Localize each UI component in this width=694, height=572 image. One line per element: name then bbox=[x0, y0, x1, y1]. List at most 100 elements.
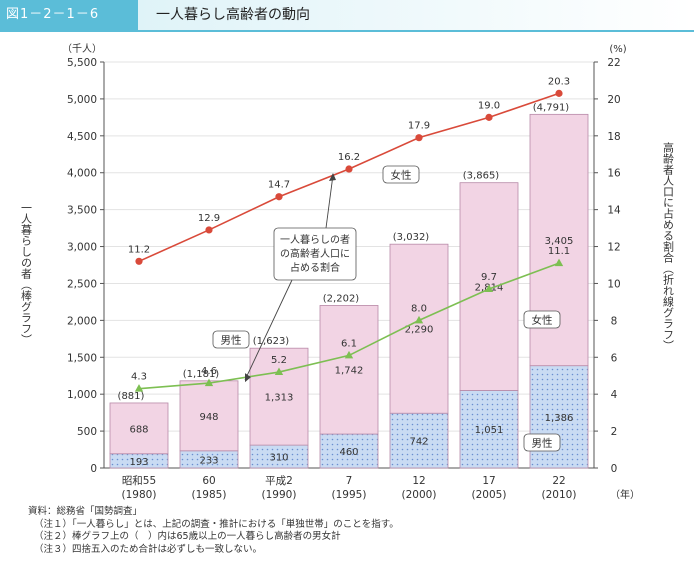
line-female-value: 11.2 bbox=[128, 244, 150, 255]
right-tick-label: 14 bbox=[607, 205, 621, 217]
x-tick-label-year: (1985) bbox=[192, 489, 227, 501]
bar-total-label: (4,791) bbox=[533, 102, 570, 113]
line-female-point bbox=[485, 113, 493, 121]
line-male-point bbox=[414, 315, 424, 324]
bar-male-value: 1,386 bbox=[545, 413, 574, 424]
bar-female bbox=[109, 402, 169, 455]
x-tick-label-year: (2000) bbox=[402, 489, 437, 501]
line-male-tag: 男性 bbox=[221, 334, 242, 347]
bar-female-value: 948 bbox=[199, 412, 218, 423]
bar-female bbox=[319, 305, 379, 435]
bar-male-value: 193 bbox=[129, 457, 148, 468]
bar-female-tag: 女性 bbox=[532, 314, 553, 327]
x-tick-label-year: (1995) bbox=[332, 489, 367, 501]
line-female-point bbox=[345, 165, 353, 173]
bar-female-value: 1,313 bbox=[265, 393, 294, 404]
x-tick-label-year: (1990) bbox=[262, 489, 297, 501]
figure-number: 図1－2－1－6 bbox=[0, 0, 138, 30]
line-female-point bbox=[135, 257, 143, 265]
line-male-value: 6.1 bbox=[341, 338, 357, 349]
bar-male-tag-box bbox=[523, 433, 561, 452]
x-tick-label-year: (2010) bbox=[542, 489, 577, 501]
right-tick-label: 18 bbox=[607, 131, 620, 143]
line-male-point bbox=[274, 367, 284, 376]
bar-female-value: 3,405 bbox=[545, 236, 574, 247]
right-tick-label: 6 bbox=[611, 352, 618, 364]
line-male-value: 5.2 bbox=[271, 355, 287, 366]
figure-title: 一人暮らし高齢者の動向 bbox=[138, 0, 694, 30]
line-male-value: 8.0 bbox=[411, 303, 427, 314]
line-male-point bbox=[554, 258, 564, 267]
line-male-point bbox=[204, 378, 214, 387]
footnote-2: （注２）棒グラフ上の（ ）内は65歳以上の一人暮らし高齢者の男女計 bbox=[34, 531, 341, 542]
bar-female-tag-box bbox=[523, 310, 561, 329]
line-male-value: 9.7 bbox=[481, 272, 497, 283]
right-unit-label: (%) bbox=[609, 44, 626, 55]
line-male-value: 4.6 bbox=[201, 366, 217, 377]
bar-female-value: 688 bbox=[129, 424, 148, 435]
right-tick-label: 10 bbox=[607, 278, 620, 290]
right-tick-label: 2 bbox=[611, 426, 618, 438]
right-tick-label: 12 bbox=[607, 242, 620, 254]
bar-female bbox=[179, 380, 239, 452]
callout-text-line: 一人暮らしの者 bbox=[280, 233, 350, 246]
bar-male bbox=[319, 433, 379, 469]
line-female-value: 17.9 bbox=[408, 121, 430, 132]
line-female-tag-box bbox=[382, 165, 420, 184]
bar-total-label: (2,202) bbox=[323, 293, 360, 304]
callout-box bbox=[273, 227, 357, 281]
x-tick-label-era: 17 bbox=[482, 475, 495, 487]
x-tick-label-era: 平成2 bbox=[265, 475, 293, 487]
x-tick-label-era: 12 bbox=[412, 475, 425, 487]
callout-arrow-female bbox=[325, 174, 334, 229]
bar-male-value: 742 bbox=[409, 437, 428, 448]
bar-total-label: (881) bbox=[118, 391, 145, 402]
header-rule bbox=[0, 30, 694, 32]
line-male-point bbox=[344, 350, 354, 359]
line-female-point bbox=[275, 193, 283, 201]
left-tick-label: 3,500 bbox=[67, 205, 97, 217]
line-female-value: 14.7 bbox=[268, 180, 290, 191]
x-tick-label-year: (2005) bbox=[472, 489, 507, 501]
x-tick-label-year: (1980) bbox=[122, 489, 157, 501]
bar-male bbox=[389, 412, 449, 469]
callout-text-line: 占める割合 bbox=[290, 261, 340, 274]
right-tick-label: 4 bbox=[611, 389, 618, 401]
line-female-value: 16.2 bbox=[338, 152, 360, 163]
bar-male-value: 310 bbox=[269, 453, 288, 464]
line-female-point bbox=[415, 134, 423, 142]
line-female-value: 19.0 bbox=[478, 100, 500, 111]
left-tick-label: 0 bbox=[90, 463, 97, 475]
left-tick-label: 2,000 bbox=[67, 315, 97, 327]
bar-male-value: 233 bbox=[199, 455, 218, 466]
line-male-value: 11.1 bbox=[548, 246, 570, 257]
left-tick-label: 3,000 bbox=[67, 242, 97, 254]
footnote-1: （注１）「一人暮らし」とは、上記の調査・推計における「単独世帯」のことを指す。 bbox=[34, 518, 399, 530]
bar-female bbox=[249, 347, 309, 446]
bar-female-value: 1,742 bbox=[335, 366, 364, 377]
left-tick-label: 2,500 bbox=[67, 278, 97, 290]
right-tick-label: 20 bbox=[607, 94, 620, 106]
left-tick-label: 500 bbox=[77, 426, 97, 438]
footnote-3: （注３）四捨五入のため合計は必ずしも一致しない。 bbox=[34, 543, 263, 555]
right-tick-label: 0 bbox=[611, 463, 618, 475]
bar-total-label: (3,032) bbox=[393, 232, 430, 243]
right-axis-title: 高齢者人口に占める割合（折れ線グラフ） bbox=[662, 141, 675, 351]
line-male-point bbox=[134, 384, 144, 392]
line-female-value: 12.9 bbox=[198, 213, 220, 224]
callout-arrowhead-female bbox=[329, 173, 336, 182]
bar-male-value: 1,051 bbox=[475, 425, 504, 436]
callout-text-line: の高齢者人口に bbox=[280, 247, 350, 260]
left-tick-label: 4,500 bbox=[67, 131, 97, 143]
chart-svg: 0 500 1,000 1,500 2,000 2,500 3,000 3,500 4,000 4… bbox=[20, 43, 675, 501]
line-male-point bbox=[484, 284, 494, 292]
line-male-tag-box bbox=[212, 330, 250, 349]
bar-total-label: (1,623) bbox=[253, 336, 290, 347]
left-axis-title: 一人暮らしの者（棒グラフ） bbox=[20, 202, 33, 345]
left-tick-label: 1,500 bbox=[67, 352, 97, 364]
line-female-point bbox=[205, 226, 213, 234]
x-tick-label-era: 22 bbox=[552, 475, 565, 487]
callout-arrow-male bbox=[244, 279, 293, 381]
left-tick-label: 1,000 bbox=[67, 389, 97, 401]
callout-arrowhead-male bbox=[245, 373, 251, 383]
